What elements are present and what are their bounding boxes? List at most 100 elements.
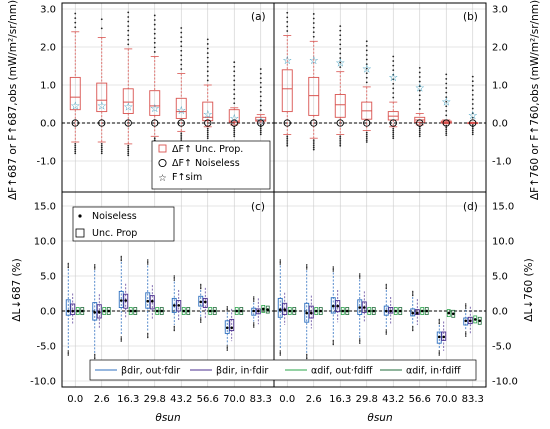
outlier-point — [279, 262, 281, 264]
noiseless-dot — [425, 309, 429, 313]
box-iqr — [175, 97, 187, 119]
noiseless-dot — [420, 309, 424, 313]
outlier-point — [286, 11, 289, 14]
noiseless-dot — [384, 309, 388, 313]
outlier-point — [418, 135, 421, 138]
outlier-point — [173, 325, 175, 328]
outlier-point — [259, 127, 262, 130]
outlier-point — [445, 126, 448, 129]
outlier-point — [206, 131, 209, 134]
outlier-point — [418, 80, 421, 83]
outlier-point — [418, 71, 421, 74]
outlier-point — [127, 11, 130, 14]
outlier-point — [259, 90, 262, 93]
noiseless-dot — [160, 309, 164, 313]
outlier-point — [226, 345, 228, 347]
x-tick-label: 29.8 — [144, 394, 166, 405]
noiseless-dot — [292, 309, 296, 313]
beta-out-box — [383, 305, 389, 316]
outlier-point — [153, 14, 156, 17]
outlier-point — [339, 137, 342, 140]
noiseless-marker — [310, 119, 318, 127]
noiseless-dot — [437, 335, 441, 339]
outlier-point — [365, 135, 368, 138]
outlier-point — [279, 351, 281, 353]
outlier-point — [445, 73, 448, 76]
alpha-in-box — [318, 307, 323, 315]
outlier-point — [471, 103, 474, 105]
outlier-point — [286, 25, 289, 28]
outlier-point — [233, 102, 236, 105]
outlier-point — [127, 20, 130, 23]
legend-bottom-label: αdif, out·fdiff — [311, 366, 373, 377]
noiseless-dot — [146, 299, 150, 303]
outlier-point — [471, 75, 474, 78]
outlier-point — [365, 44, 368, 47]
beta-out-box — [357, 299, 363, 315]
outlier-point — [465, 332, 467, 335]
outlier-point — [153, 137, 156, 140]
beta-out-box — [304, 302, 310, 323]
outlier-point — [127, 144, 130, 147]
outlier-point — [418, 76, 421, 78]
outlier-point — [365, 81, 368, 84]
outlier-point — [173, 275, 175, 277]
noiseless-dot — [309, 311, 313, 315]
outlier-point — [312, 26, 315, 29]
outlier-point — [74, 146, 77, 149]
noiseless-dot — [358, 306, 362, 309]
outlier-point — [233, 70, 236, 73]
noiseless-dot — [345, 309, 349, 313]
outlier-point — [259, 131, 262, 134]
alpha-in-box — [159, 307, 164, 315]
y-tick-label-b: 0.0 — [492, 119, 508, 130]
outlier-point — [332, 339, 334, 342]
outlier-point — [153, 37, 156, 40]
y-tick-label-c: -5.0 — [36, 342, 56, 353]
noiseless-dot — [415, 311, 419, 315]
outlier-point — [226, 308, 228, 311]
outlier-point — [153, 28, 156, 31]
noiseless-dot — [102, 309, 106, 313]
alpha-in-box — [265, 305, 270, 314]
noiseless-dot — [235, 309, 239, 313]
outlier-point — [206, 133, 209, 136]
x-tick-label: 16.3 — [329, 394, 351, 405]
y-tick-label-a: 2.0 — [40, 43, 56, 54]
beta-out-box — [198, 295, 204, 307]
outlier-point — [312, 17, 315, 20]
outlier-point — [180, 63, 183, 66]
beta-out-box — [145, 292, 151, 309]
outlier-point — [279, 260, 281, 262]
outlier-point — [286, 144, 289, 147]
outlier-point — [226, 346, 228, 349]
outlier-point — [200, 286, 202, 288]
outlier-point — [206, 65, 209, 68]
alpha-out-box — [314, 307, 319, 315]
y-tick-label-c: 5.0 — [40, 272, 56, 283]
alpha-out-box — [420, 307, 425, 315]
outlier-point — [180, 136, 183, 138]
legend-bottom-label: βdir, in·fdir — [216, 366, 268, 377]
outlier-point — [100, 150, 103, 153]
outlier-point — [127, 43, 130, 46]
y-tick-label-c: 15.0 — [34, 202, 56, 213]
box-iqr — [122, 88, 134, 114]
outlier-point — [332, 270, 334, 272]
outlier-point — [445, 82, 448, 85]
outlier-point — [233, 61, 236, 64]
noiseless-dot — [389, 309, 393, 313]
outlier-point — [67, 350, 69, 352]
noiseless-dot — [331, 304, 335, 308]
x-tick-label: 56.6 — [197, 394, 219, 405]
noiseless-dot — [199, 300, 203, 304]
noiseless-dot — [266, 308, 270, 311]
noiseless-marker — [71, 119, 79, 127]
outlier-point — [412, 328, 414, 330]
legend-bottom-label: αdif, in·fdiff — [406, 366, 461, 377]
outlier-point — [412, 327, 414, 329]
outlier-point — [286, 135, 289, 138]
alpha-in-box — [477, 316, 482, 325]
outlier-point — [306, 355, 308, 357]
outlier-point — [259, 77, 262, 80]
